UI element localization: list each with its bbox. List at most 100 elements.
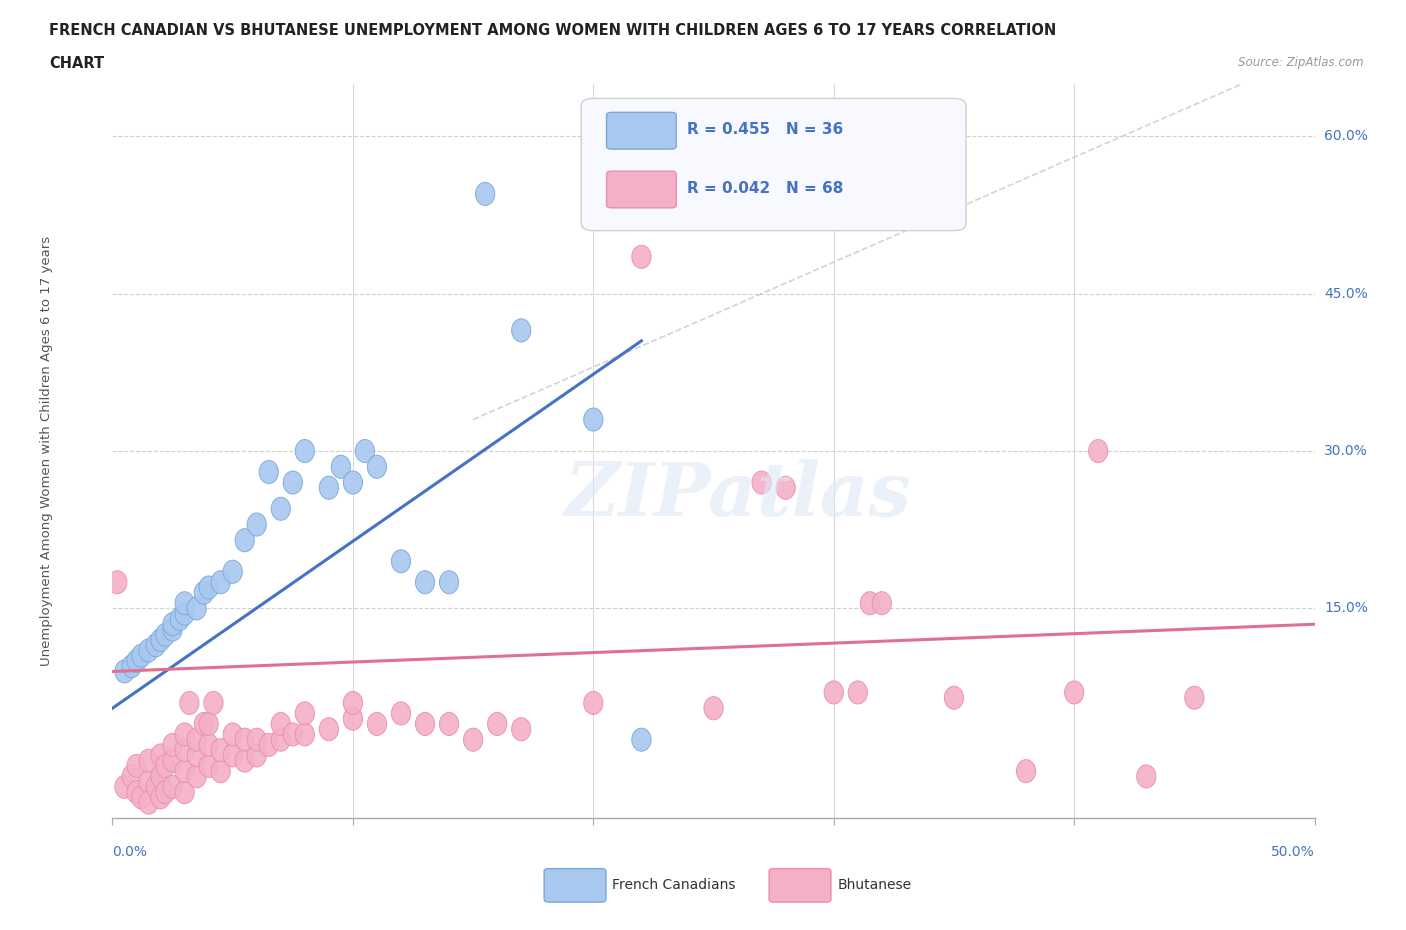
Ellipse shape [174,738,194,762]
FancyBboxPatch shape [606,113,676,149]
Ellipse shape [194,581,214,604]
Ellipse shape [259,734,278,756]
Ellipse shape [174,603,194,625]
Ellipse shape [174,591,194,615]
Ellipse shape [127,754,146,777]
Text: Unemployment Among Women with Children Ages 6 to 17 years: Unemployment Among Women with Children A… [39,236,53,666]
Ellipse shape [150,786,170,809]
Ellipse shape [211,571,231,593]
Ellipse shape [583,691,603,714]
Ellipse shape [271,728,291,751]
Ellipse shape [224,723,242,746]
Ellipse shape [440,712,458,736]
Ellipse shape [108,571,127,593]
Ellipse shape [180,691,200,714]
Ellipse shape [1185,686,1204,710]
Ellipse shape [235,728,254,751]
Ellipse shape [163,750,183,772]
Text: 45.0%: 45.0% [1324,286,1368,300]
Ellipse shape [295,702,315,725]
Ellipse shape [200,754,218,777]
Ellipse shape [235,750,254,772]
Ellipse shape [295,723,315,746]
Text: 15.0%: 15.0% [1324,602,1368,616]
Ellipse shape [259,460,278,484]
Ellipse shape [174,723,194,746]
Ellipse shape [945,686,963,710]
Ellipse shape [156,623,174,646]
Ellipse shape [367,712,387,736]
Ellipse shape [187,764,207,788]
Ellipse shape [211,738,231,762]
Ellipse shape [343,691,363,714]
Ellipse shape [488,712,506,736]
Text: 50.0%: 50.0% [1271,844,1315,858]
Ellipse shape [127,780,146,804]
Ellipse shape [115,660,134,683]
Ellipse shape [163,613,183,636]
Ellipse shape [139,639,157,662]
Ellipse shape [170,607,190,631]
Ellipse shape [319,476,339,499]
Ellipse shape [163,618,183,641]
Text: Source: ZipAtlas.com: Source: ZipAtlas.com [1239,56,1364,69]
Ellipse shape [247,744,266,767]
Text: 0.0%: 0.0% [112,844,148,858]
Text: Bhutanese: Bhutanese [838,878,912,893]
Ellipse shape [200,576,218,599]
Ellipse shape [583,408,603,432]
Ellipse shape [415,571,434,593]
Text: R = 0.455   N = 36: R = 0.455 N = 36 [688,123,844,138]
Ellipse shape [174,780,194,804]
Ellipse shape [224,744,242,767]
Text: 60.0%: 60.0% [1324,129,1368,143]
Ellipse shape [204,691,224,714]
Ellipse shape [122,655,142,678]
Ellipse shape [150,629,170,652]
Ellipse shape [146,776,166,799]
Text: 30.0%: 30.0% [1324,444,1368,458]
Ellipse shape [704,697,723,720]
Ellipse shape [283,723,302,746]
Ellipse shape [1136,764,1156,788]
Ellipse shape [200,734,218,756]
Ellipse shape [139,770,157,793]
Text: FRENCH CANADIAN VS BHUTANESE UNEMPLOYMENT AMONG WOMEN WITH CHILDREN AGES 6 TO 17: FRENCH CANADIAN VS BHUTANESE UNEMPLOYMEN… [49,23,1056,38]
FancyBboxPatch shape [581,99,966,231]
Ellipse shape [271,712,291,736]
Ellipse shape [824,681,844,704]
Ellipse shape [283,471,302,494]
Ellipse shape [440,571,458,593]
Ellipse shape [146,633,166,657]
Ellipse shape [356,440,374,462]
Ellipse shape [150,764,170,788]
Ellipse shape [475,182,495,206]
Ellipse shape [415,712,434,736]
Ellipse shape [512,319,531,342]
Ellipse shape [848,681,868,704]
Ellipse shape [127,649,146,672]
Ellipse shape [247,513,266,536]
Ellipse shape [872,591,891,615]
Text: R = 0.042   N = 68: R = 0.042 N = 68 [688,181,844,196]
Ellipse shape [1064,681,1084,704]
Ellipse shape [156,754,174,777]
Ellipse shape [235,529,254,551]
Ellipse shape [319,718,339,740]
Ellipse shape [464,728,482,751]
Ellipse shape [776,476,796,499]
Ellipse shape [115,776,134,799]
Ellipse shape [174,760,194,783]
Text: French Canadians: French Canadians [612,878,735,893]
Ellipse shape [132,786,150,809]
Ellipse shape [271,498,291,520]
Ellipse shape [343,707,363,730]
Text: ZIPatlas: ZIPatlas [564,458,911,531]
Ellipse shape [139,791,157,814]
Ellipse shape [860,591,879,615]
Ellipse shape [211,760,231,783]
Ellipse shape [187,728,207,751]
Ellipse shape [295,440,315,462]
Text: CHART: CHART [49,56,104,71]
Ellipse shape [367,456,387,478]
